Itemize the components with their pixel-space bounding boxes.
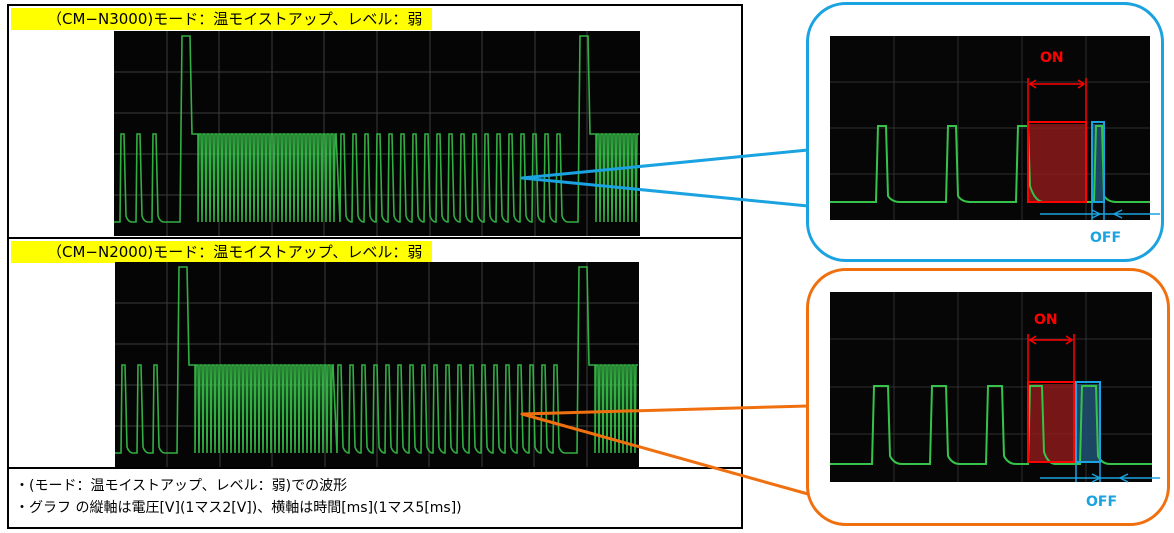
off-label-top: OFF xyxy=(1090,230,1122,246)
on-period-fill xyxy=(1028,384,1074,462)
off-marker-box xyxy=(1091,121,1105,203)
off-arrow-bottom xyxy=(1040,473,1160,483)
oscilloscope-n2000 xyxy=(115,262,639,467)
on-marker-box xyxy=(1027,381,1075,463)
zoom-scope-bottom xyxy=(830,292,1152,482)
off-marker-box xyxy=(1075,381,1101,463)
off-arrow-top xyxy=(1040,209,1160,219)
panel-title-n2000: （CM−N2000)モード：温モイストアップ、レベル：弱 xyxy=(11,241,433,263)
zoom-trace-top xyxy=(830,36,1150,220)
waveform-panel-n2000: （CM−N2000)モード：温モイストアップ、レベル：弱 xyxy=(7,237,743,470)
oscilloscope-n3000 xyxy=(114,31,640,236)
on-marker-box xyxy=(1027,121,1087,203)
waveform-trace-n2000 xyxy=(115,262,639,467)
zoom-trace-bottom xyxy=(830,292,1152,482)
panel-title-n3000: （CM−N3000)モード：温モイストアップ、レベル：弱 xyxy=(11,8,433,30)
waveform-trace-n3000 xyxy=(114,31,640,236)
on-label-top: ON xyxy=(1040,50,1064,66)
note-line-1: ・(モード：温モイストアップ、レベル：弱)での波形 xyxy=(15,478,348,494)
on-label-bottom: ON xyxy=(1034,312,1058,328)
notes-box: ・(モード：温モイストアップ、レベル：弱)での波形 ・グラフ の縦軸は電圧[V]… xyxy=(7,467,743,529)
zoom-scope-top xyxy=(830,36,1150,220)
waveform-panel-n3000: （CM−N3000)モード：温モイストアップ、レベル：弱 xyxy=(7,4,743,240)
off-label-bottom: OFF xyxy=(1086,494,1118,510)
note-line-2: ・グラフ の縦軸は電圧[V](1マス2[V])、横軸は時間[ms](1マス5[m… xyxy=(15,500,462,516)
on-period-fill xyxy=(1028,124,1086,202)
connector-bottom xyxy=(520,404,810,496)
connector-top xyxy=(520,148,810,208)
